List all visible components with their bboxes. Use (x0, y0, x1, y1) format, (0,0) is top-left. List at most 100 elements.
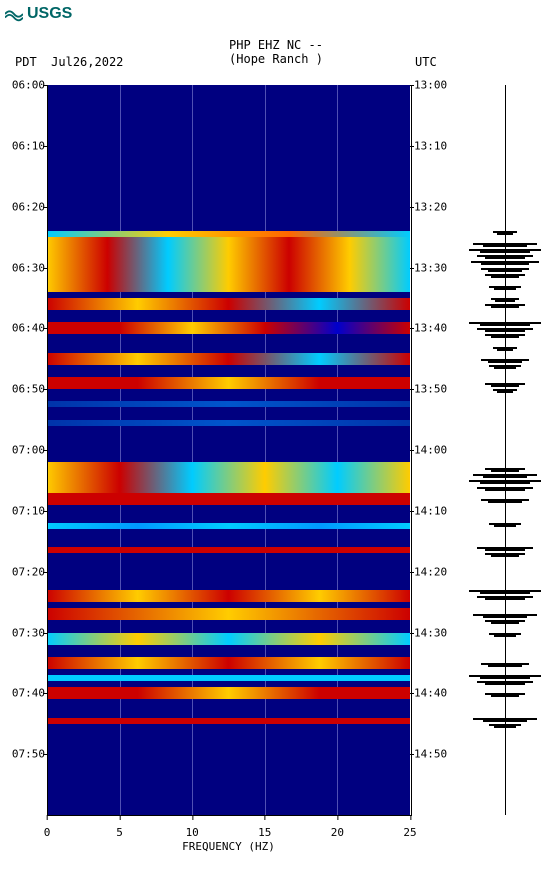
right-time-tick: 13:30 (414, 261, 447, 274)
left-time-tick: 07:40 (12, 687, 45, 700)
right-time-tick: 14:50 (414, 748, 447, 761)
waveform-blip (491, 336, 519, 338)
date-label: Jul26,2022 (51, 55, 123, 69)
left-time-tick: 06:30 (12, 261, 45, 274)
left-time-tick: 07:50 (12, 748, 45, 761)
x-tick: 25 (403, 820, 416, 839)
spectral-band (47, 523, 410, 529)
right-time-axis: 13:0013:1013:2013:3013:4013:5014:0014:10… (414, 85, 459, 815)
left-time-axis: 06:0006:1006:2006:3006:4006:5007:0007:10… (5, 85, 45, 815)
spectral-band (47, 675, 410, 681)
spectral-band (47, 608, 410, 620)
logo-text: USGS (27, 5, 72, 23)
spectral-band (47, 657, 410, 669)
waveform-blip (494, 367, 516, 369)
left-tz: PDT (15, 55, 37, 69)
spectral-band (47, 462, 410, 492)
waveform-blip (491, 276, 519, 278)
waveform-trace (465, 85, 545, 815)
spectral-band (47, 493, 410, 505)
station-code: PHP EHZ NC -- (0, 38, 552, 52)
waveform-blip (488, 270, 522, 272)
spectrogram-plot (47, 85, 410, 815)
waveform-blip (494, 726, 516, 728)
left-time-tick: 06:00 (12, 79, 45, 92)
waveform-blip (491, 385, 519, 387)
spectral-band (47, 420, 410, 426)
right-time-tick: 13:40 (414, 322, 447, 335)
right-time-tick: 13:50 (414, 383, 447, 396)
waveform-blip (494, 635, 516, 637)
wave-icon (5, 5, 23, 23)
waveform-blip (491, 695, 519, 697)
gridline (120, 85, 121, 815)
waveform-blip (497, 391, 514, 393)
waveform-blip (485, 549, 524, 551)
left-time-tick: 07:00 (12, 444, 45, 457)
frequency-axis: FREQUENCY (HZ) 0510152025 (47, 820, 410, 860)
waveform-blip (480, 592, 530, 594)
waveform-center-axis (505, 85, 506, 815)
waveform-blip (485, 489, 524, 491)
x-tick: 10 (186, 820, 199, 839)
spectral-band (47, 353, 410, 365)
x-tick: 15 (258, 820, 271, 839)
waveform-blip (485, 257, 524, 259)
usgs-logo: USGS (5, 5, 72, 23)
waveform-blip (488, 665, 522, 667)
waveform-blip (483, 616, 528, 618)
spectral-band (47, 322, 410, 334)
waveform-blip (491, 555, 519, 557)
spectral-band (47, 590, 410, 602)
left-time-tick: 07:20 (12, 565, 45, 578)
waveform-blip (483, 245, 528, 247)
left-timezone-date: PDT Jul26,2022 (15, 55, 123, 69)
waveform-blip (480, 482, 530, 484)
spectral-band (47, 547, 410, 553)
waveform-blip (481, 263, 529, 265)
spectral-band (47, 237, 410, 292)
waveform-blip (494, 525, 516, 527)
left-time-tick: 06:40 (12, 322, 45, 335)
x-axis-title: FREQUENCY (HZ) (47, 840, 410, 853)
left-time-tick: 06:20 (12, 200, 45, 213)
right-time-tick: 14:20 (414, 565, 447, 578)
waveform-blip (488, 361, 522, 363)
waveform-blip (494, 288, 516, 290)
waveform-blip (485, 598, 524, 600)
waveform-blip (485, 683, 524, 685)
waveform-blip (495, 300, 515, 302)
right-time-tick: 13:00 (414, 79, 447, 92)
waveform-blip (488, 501, 522, 503)
spectral-band (47, 633, 410, 645)
waveform-blip (491, 470, 519, 472)
gridline (337, 85, 338, 815)
right-time-tick: 14:10 (414, 504, 447, 517)
spectral-band (47, 718, 410, 724)
right-time-tick: 14:40 (414, 687, 447, 700)
waveform-blip (491, 306, 519, 308)
gridline (192, 85, 193, 815)
left-time-tick: 07:30 (12, 626, 45, 639)
x-tick: 20 (331, 820, 344, 839)
right-time-tick: 14:00 (414, 444, 447, 457)
waveform-blip (497, 349, 514, 351)
spectral-band (47, 401, 410, 407)
waveform-blip (491, 622, 519, 624)
spectral-band (47, 298, 410, 310)
waveform-blip (480, 324, 530, 326)
x-tick: 5 (116, 820, 123, 839)
gridline (265, 85, 266, 815)
waveform-blip (497, 233, 514, 235)
right-time-tick: 14:30 (414, 626, 447, 639)
waveform-blip (480, 251, 530, 253)
right-time-tick: 13:10 (414, 139, 447, 152)
right-time-tick: 13:20 (414, 200, 447, 213)
waveform-blip (485, 330, 524, 332)
waveform-blip (483, 720, 528, 722)
waveform-blip (483, 476, 528, 478)
spectral-band (47, 687, 410, 699)
spectral-band (47, 377, 410, 389)
left-time-tick: 06:10 (12, 139, 45, 152)
left-time-tick: 06:50 (12, 383, 45, 396)
